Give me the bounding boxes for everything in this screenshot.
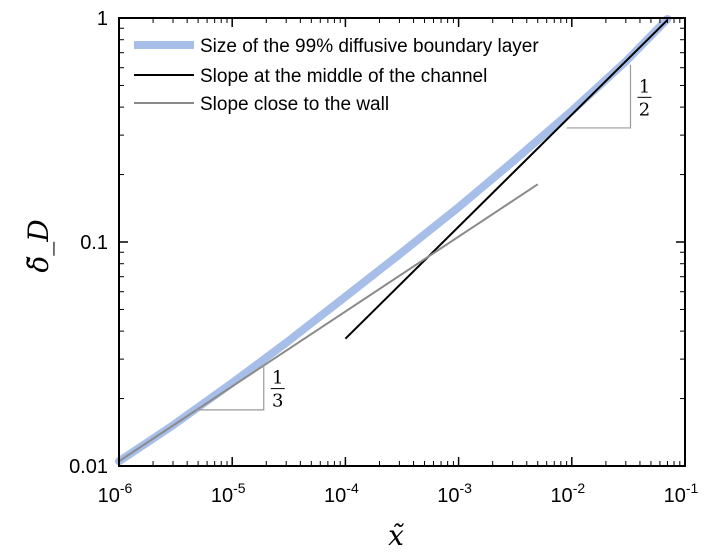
slope-denominator: 3 [272,391,283,412]
series-line-slope-at-the-middle-of-the-cha [344,19,669,340]
legend: Size of the 99% diffusive boundary layer… [134,36,539,115]
slope-triangle [566,64,632,129]
series-line-slope-close-to-the-wall [118,183,539,463]
y-tick-labels: 0.01 0.1 1 [69,8,108,478]
x-tick-label: 10-2 [550,480,585,507]
x-axis-label: x̃ [388,519,404,552]
y-tick-label: 0.1 [80,232,108,254]
slope-triangle [196,365,265,411]
x-tick-label: 10-1 [664,480,699,507]
x-tick-label: 10-3 [437,480,472,507]
x-tick-label: 10-5 [211,480,246,507]
slope-numerator: 1 [639,76,650,97]
x-tick-labels: 10-6 10-5 10-4 10-3 10-2 10-1 [98,480,699,507]
y-tick-label: 0.01 [69,456,108,478]
y-tick-label: 1 [97,8,108,30]
x-tick-label: 10-6 [98,480,133,507]
series-line-size-of-the-99-diffusive-bound [115,14,672,466]
legend-label-wall-slope: Slope close to the wall [200,94,389,115]
y-axis-label: δ̃_D [22,219,55,272]
series-layer [115,14,672,466]
slope-denominator: 2 [639,99,650,120]
legend-label-boundary-layer: Size of the 99% diffusive boundary layer [200,36,539,57]
x-tick-label: 10-4 [324,480,359,507]
axis-ticks [118,17,686,467]
slope-numerator: 1 [272,368,283,389]
legend-label-middle-slope: Slope at the middle of the channel [200,66,487,87]
